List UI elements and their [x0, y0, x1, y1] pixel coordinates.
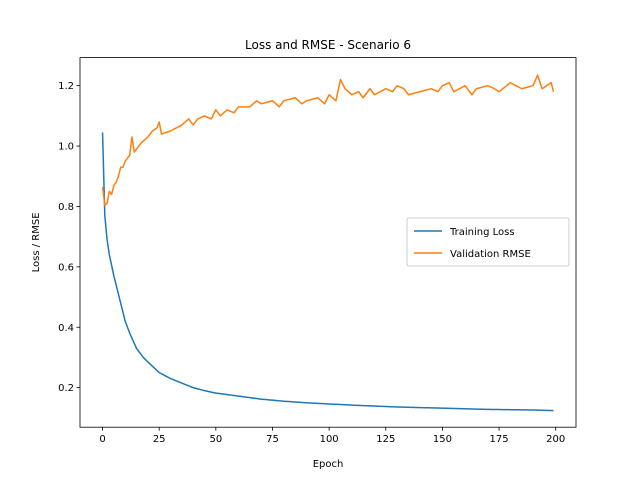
- x-axis: 0 25 50 75 100 125 150 175 200: [99, 427, 565, 445]
- series-layer: [101, 74, 555, 412]
- x-axis-title: Epoch: [313, 459, 344, 470]
- y-tick-label: 0.4: [58, 323, 74, 334]
- legend-box: [406, 217, 570, 267]
- x-tick-label: 0: [99, 434, 105, 445]
- y-axis: 0.2 0.4 0.6 0.8 1.0 1.2: [58, 81, 80, 394]
- x-tick-label: 125: [376, 434, 395, 445]
- legend-label-validation-rmse: Validation RMSE: [450, 249, 531, 260]
- legend: Training Loss Validation RMSE: [406, 217, 570, 267]
- x-tick-label: 200: [546, 434, 565, 445]
- y-tick-label: 1.2: [58, 81, 74, 92]
- y-tick-label: 0.2: [58, 383, 74, 394]
- x-tick-label: 75: [266, 434, 279, 445]
- axes-frame: [79, 57, 577, 428]
- x-tick-label: 50: [209, 434, 222, 445]
- y-tick-label: 1.0: [58, 142, 74, 153]
- y-axis-title: Loss / RMSE: [31, 212, 42, 272]
- series-line-training-loss: [101, 132, 554, 412]
- x-tick-label: 25: [153, 434, 166, 445]
- series-line-validation-rmse: [101, 74, 555, 206]
- y-tick-label: 0.8: [58, 202, 74, 213]
- x-tick-label: 175: [490, 434, 509, 445]
- x-tick-label: 150: [433, 434, 452, 445]
- y-tick-label: 0.6: [58, 262, 74, 273]
- legend-label-training-loss: Training Loss: [449, 227, 515, 238]
- x-tick-label: 100: [320, 434, 339, 445]
- chart-title: Loss and RMSE - Scenario 6: [245, 38, 411, 52]
